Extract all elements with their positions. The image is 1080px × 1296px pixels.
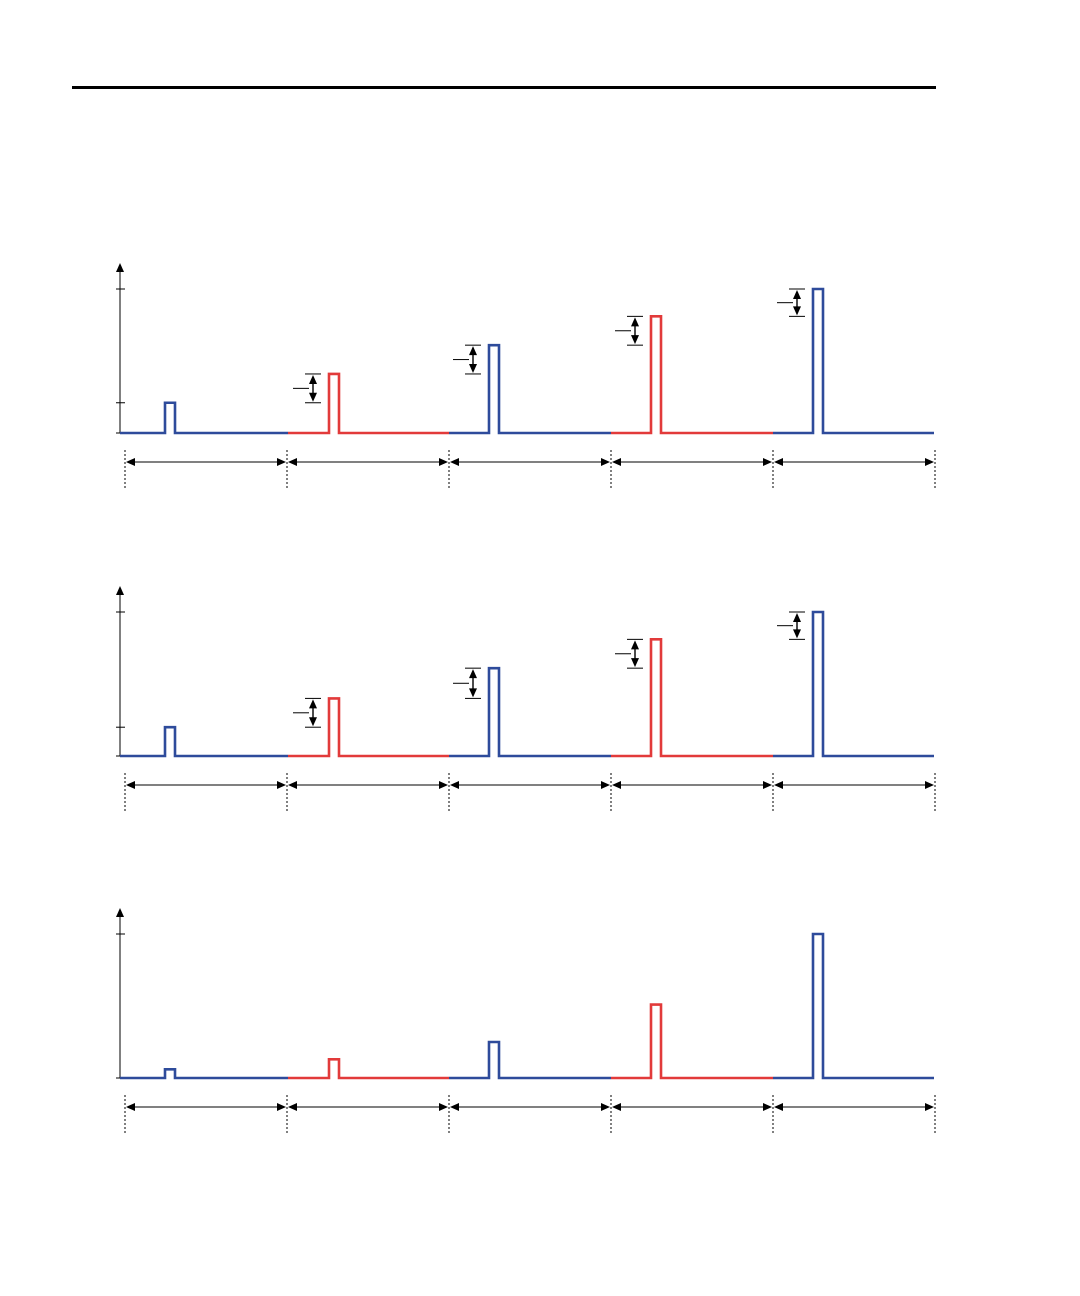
interval-arrow-right-icon [601, 458, 610, 466]
signal-segment-4 [611, 315, 773, 435]
step-marker-arrow-up-icon [793, 613, 801, 622]
interval-arrow-right-icon [277, 458, 286, 466]
signal-segment-3 [449, 666, 611, 758]
interval-arrow-right-icon [601, 1103, 610, 1111]
step-marker-arrow-up-icon [469, 346, 477, 356]
interval-arrow-left-icon [450, 781, 459, 789]
step-marker-arrow-down-icon [469, 688, 477, 698]
signal-segment-1 [120, 1068, 288, 1080]
step-marker-arrow-down-icon [631, 335, 639, 345]
interval-arrow-left-icon [450, 458, 459, 466]
step-marker-arrow-up-icon [793, 290, 801, 299]
interval-arrow-right-icon [439, 1103, 448, 1111]
interval-arrow-right-icon [925, 458, 934, 466]
step-marker-arrow-up-icon [631, 317, 639, 327]
signal-segment-5 [773, 610, 934, 758]
step-marker-arrow-down-icon [793, 629, 801, 639]
interval-arrow-right-icon [277, 1103, 286, 1111]
interval-arrow-left-icon [612, 1103, 621, 1111]
signal-segment-3 [449, 343, 611, 435]
signal-segment-4 [611, 1003, 773, 1080]
interval-arrow-right-icon [439, 781, 448, 789]
interval-arrow-left-icon [612, 458, 621, 466]
step-marker-arrow-down-icon [793, 306, 801, 316]
interval-arrow-right-icon [763, 781, 772, 789]
signal-segment-2 [288, 1057, 449, 1080]
interval-arrow-left-icon [126, 1103, 135, 1111]
y-axis-arrow-icon [116, 586, 124, 595]
step-marker-arrow-up-icon [309, 374, 317, 384]
step-marker-arrow-down-icon [309, 717, 317, 727]
interval-arrow-left-icon [450, 1103, 459, 1111]
interval-arrow-right-icon [925, 1103, 934, 1111]
interval-arrow-right-icon [277, 781, 286, 789]
step-marker-arrow-up-icon [309, 699, 317, 709]
y-axis-arrow-icon [116, 263, 124, 272]
signal-segment-4 [611, 638, 773, 758]
signal-segment-5 [773, 932, 934, 1080]
y-axis-arrow-icon [116, 908, 124, 917]
interval-arrow-left-icon [288, 1103, 297, 1111]
interval-arrow-right-icon [925, 781, 934, 789]
interval-arrow-right-icon [601, 781, 610, 789]
step-marker-arrow-up-icon [469, 669, 477, 679]
signal-segment-2 [288, 372, 449, 435]
interval-arrow-right-icon [763, 1103, 772, 1111]
interval-arrow-left-icon [288, 458, 297, 466]
interval-arrow-left-icon [126, 781, 135, 789]
step-marker-arrow-up-icon [631, 640, 639, 650]
interval-arrow-left-icon [288, 781, 297, 789]
interval-arrow-left-icon [612, 781, 621, 789]
interval-arrow-right-icon [763, 458, 772, 466]
signal-segment-1 [120, 725, 288, 758]
interval-arrow-left-icon [774, 1103, 783, 1111]
step-marker-arrow-down-icon [469, 363, 477, 373]
interval-arrow-left-icon [126, 458, 135, 466]
signal-segment-5 [773, 287, 934, 435]
signal-segment-3 [449, 1040, 611, 1080]
interval-arrow-right-icon [439, 458, 448, 466]
interval-arrow-left-icon [774, 781, 783, 789]
step-marker-arrow-down-icon [309, 392, 317, 402]
signal-segment-1 [120, 401, 288, 435]
step-marker-arrow-down-icon [631, 658, 639, 668]
interval-arrow-left-icon [774, 458, 783, 466]
signal-segment-2 [288, 697, 449, 758]
header-rule [72, 86, 936, 89]
